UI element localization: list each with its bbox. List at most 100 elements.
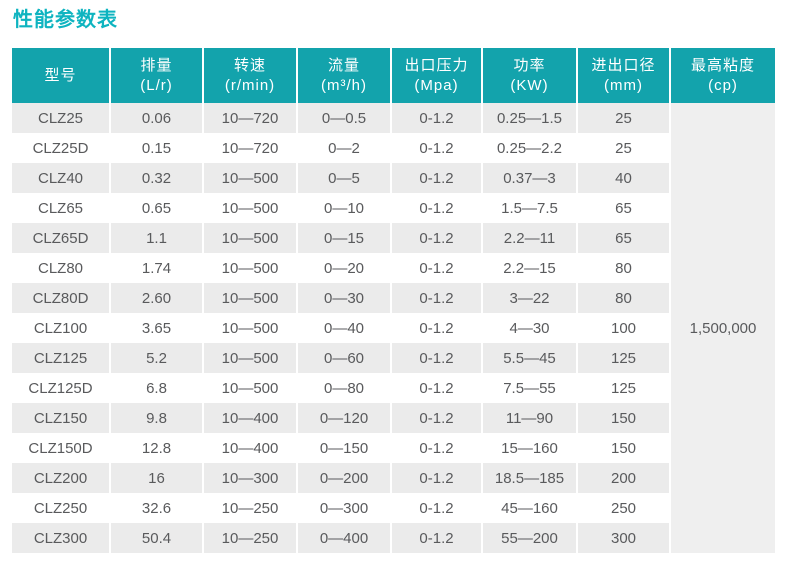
cell-model: CLZ300: [12, 523, 110, 553]
cell-speed: 10—500: [202, 373, 297, 403]
cell-power: 5.5—45: [481, 343, 577, 373]
cell-displacement: 6.8: [109, 373, 203, 403]
cell-outlet-pressure: 0-1.2: [390, 103, 482, 133]
cell-speed: 10—250: [202, 523, 297, 553]
cell-port-diameter: 80: [576, 283, 670, 313]
cell-flow: 0—20: [296, 253, 391, 283]
col-header-label: 转速: [233, 56, 266, 74]
cell-outlet-pressure: 0-1.2: [390, 193, 482, 223]
col-header-outlet-pressure: 出口压力 (Mpa): [390, 48, 482, 103]
table-header: 型号 排量 (L/r) 转速 (r/min) 流量 (m³/h) 出口压力 (M…: [12, 48, 775, 103]
cell-flow: 0—40: [296, 313, 391, 343]
cell-max-viscosity: 1,500,000: [669, 103, 775, 553]
cell-model: CLZ80D: [12, 283, 110, 313]
table-row: CLZ65 0.65 10—500 0—10 0-1.2 1.5—7.5 65: [12, 193, 775, 223]
cell-speed: 10—720: [202, 103, 297, 133]
table-row: CLZ300 50.4 10—250 0—400 0-1.2 55—200 300: [12, 523, 775, 553]
cell-port-diameter: 125: [576, 343, 670, 373]
col-header-label: 型号: [44, 66, 77, 84]
table-row: CLZ65D 1.1 10—500 0—15 0-1.2 2.2—11 65: [12, 223, 775, 253]
cell-model: CLZ100: [12, 313, 110, 343]
cell-model: CLZ40: [12, 163, 110, 193]
cell-outlet-pressure: 0-1.2: [390, 463, 482, 493]
cell-outlet-pressure: 0-1.2: [390, 223, 482, 253]
cell-outlet-pressure: 0-1.2: [390, 283, 482, 313]
cell-flow: 0—2: [296, 133, 391, 163]
table-row: CLZ250 32.6 10—250 0—300 0-1.2 45—160 250: [12, 493, 775, 523]
cell-displacement: 2.60: [109, 283, 203, 313]
cell-outlet-pressure: 0-1.2: [390, 433, 482, 463]
col-header-max-viscosity: 最高粘度 (cp): [669, 48, 775, 103]
cell-power: 4—30: [481, 313, 577, 343]
cell-power: 18.5—185: [481, 463, 577, 493]
col-header-model: 型号: [12, 48, 110, 103]
cell-port-diameter: 25: [576, 103, 670, 133]
cell-speed: 10—400: [202, 403, 297, 433]
cell-speed: 10—500: [202, 253, 297, 283]
cell-speed: 10—400: [202, 433, 297, 463]
cell-port-diameter: 150: [576, 433, 670, 463]
col-header-port-diameter: 进出口径 (mm): [576, 48, 670, 103]
cell-displacement: 16: [109, 463, 203, 493]
table-row: CLZ25D 0.15 10—720 0—2 0-1.2 0.25—2.2 25: [12, 133, 775, 163]
cell-outlet-pressure: 0-1.2: [390, 133, 482, 163]
cell-power: 0.25—2.2: [481, 133, 577, 163]
table-row: CLZ80 1.74 10—500 0—20 0-1.2 2.2—15 80: [12, 253, 775, 283]
cell-displacement: 32.6: [109, 493, 203, 523]
cell-flow: 0—0.5: [296, 103, 391, 133]
cell-flow: 0—5: [296, 163, 391, 193]
cell-displacement: 3.65: [109, 313, 203, 343]
cell-flow: 0—300: [296, 493, 391, 523]
col-header-label: 功率: [513, 56, 546, 74]
col-header-label: 出口压力: [404, 56, 469, 74]
col-header-unit: (mm): [604, 76, 643, 94]
cell-flow: 0—15: [296, 223, 391, 253]
table-row: CLZ150 9.8 10—400 0—120 0-1.2 11—90 150: [12, 403, 775, 433]
table-row: CLZ100 3.65 10—500 0—40 0-1.2 4—30 100: [12, 313, 775, 343]
cell-speed: 10—500: [202, 193, 297, 223]
cell-port-diameter: 65: [576, 193, 670, 223]
col-header-label: 流量: [327, 56, 360, 74]
col-header-power: 功率 (KW): [481, 48, 577, 103]
cell-power: 11—90: [481, 403, 577, 433]
cell-power: 15—160: [481, 433, 577, 463]
table-row: CLZ150D 12.8 10—400 0—150 0-1.2 15—160 150: [12, 433, 775, 463]
col-header-unit: (cp): [708, 76, 738, 94]
cell-model: CLZ25D: [12, 133, 110, 163]
cell-model: CLZ125: [12, 343, 110, 373]
cell-power: 7.5—55: [481, 373, 577, 403]
cell-model: CLZ65: [12, 193, 110, 223]
cell-flow: 0—60: [296, 343, 391, 373]
cell-flow: 0—150: [296, 433, 391, 463]
col-header-unit: (Mpa): [414, 76, 459, 94]
cell-power: 3—22: [481, 283, 577, 313]
cell-port-diameter: 150: [576, 403, 670, 433]
table-body: CLZ25 0.06 10—720 0—0.5 0-1.2 0.25—1.5 25 1,500…: [12, 103, 775, 553]
cell-flow: 0—10: [296, 193, 391, 223]
cell-port-diameter: 250: [576, 493, 670, 523]
cell-flow: 0—120: [296, 403, 391, 433]
cell-displacement: 50.4: [109, 523, 203, 553]
page-title: 性能参数表: [13, 9, 118, 31]
cell-model: CLZ250: [12, 493, 110, 523]
cell-port-diameter: 65: [576, 223, 670, 253]
cell-model: CLZ80: [12, 253, 110, 283]
cell-speed: 10—500: [202, 313, 297, 343]
cell-flow: 0—30: [296, 283, 391, 313]
cell-displacement: 0.15: [109, 133, 203, 163]
col-header-unit: (L/r): [140, 76, 173, 94]
col-header-label: 最高粘度: [690, 56, 755, 74]
cell-displacement: 0.65: [109, 193, 203, 223]
cell-port-diameter: 125: [576, 373, 670, 403]
cell-model: CLZ200: [12, 463, 110, 493]
cell-model: CLZ150D: [12, 433, 110, 463]
cell-outlet-pressure: 0-1.2: [390, 343, 482, 373]
cell-speed: 10—500: [202, 163, 297, 193]
cell-port-diameter: 200: [576, 463, 670, 493]
col-header-displacement: 排量 (L/r): [109, 48, 203, 103]
col-header-flow: 流量 (m³/h): [296, 48, 391, 103]
cell-outlet-pressure: 0-1.2: [390, 313, 482, 343]
col-header-unit: (KW): [510, 76, 549, 94]
header-row: 型号 排量 (L/r) 转速 (r/min) 流量 (m³/h) 出口压力 (M…: [12, 48, 775, 103]
table-row: CLZ125 5.2 10—500 0—60 0-1.2 5.5—45 125: [12, 343, 775, 373]
